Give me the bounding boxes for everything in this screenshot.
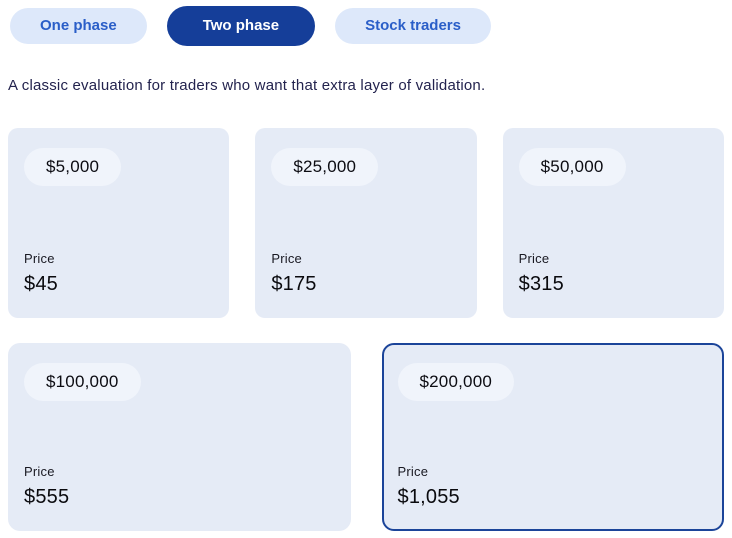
price-value: $45 bbox=[24, 273, 58, 295]
price-block: Price $555 bbox=[24, 464, 335, 509]
price-label: Price bbox=[397, 464, 429, 479]
plan-card-5k[interactable]: $5,000 Price $45 bbox=[8, 128, 230, 318]
plan-card-100k[interactable]: $100,000 Price $555 bbox=[8, 343, 351, 531]
tab-stock-traders[interactable]: Stock traders bbox=[335, 8, 491, 44]
plan-card-200k[interactable]: $200,000 Price $1,055 bbox=[381, 343, 724, 531]
plans-row-1: $5,000 Price $45 $25,000 Price $175 $50,… bbox=[8, 128, 724, 318]
plan-card-25k[interactable]: $25,000 Price $175 bbox=[255, 128, 477, 318]
description-text: A classic evaluation for traders who wan… bbox=[8, 77, 486, 94]
balance-badge: $50,000 bbox=[518, 148, 626, 186]
price-block: Price $45 bbox=[24, 251, 213, 296]
price-label: Price bbox=[271, 251, 302, 266]
balance-badge: $100,000 bbox=[24, 363, 141, 401]
price-label: Price bbox=[518, 251, 550, 266]
price-block: Price $315 bbox=[519, 251, 708, 296]
price-value: $1,055 bbox=[397, 486, 460, 508]
tab-two-phase[interactable]: Two phase bbox=[166, 6, 316, 46]
price-label: Price bbox=[24, 464, 55, 479]
tab-one-phase[interactable]: One phase bbox=[10, 8, 147, 44]
plans-row-2: $100,000 Price $555 $200,000 Price $1,05… bbox=[8, 343, 724, 531]
price-value: $175 bbox=[271, 273, 317, 295]
price-value: $555 bbox=[24, 486, 70, 508]
balance-badge: $200,000 bbox=[397, 363, 515, 401]
balance-badge: $25,000 bbox=[271, 148, 379, 186]
price-block: Price $1,055 bbox=[398, 464, 709, 509]
balance-badge: $5,000 bbox=[24, 148, 122, 186]
phase-tabs: One phase Two phase Stock traders bbox=[10, 6, 724, 46]
price-label: Price bbox=[24, 251, 55, 266]
price-value: $315 bbox=[518, 273, 564, 295]
plan-card-50k[interactable]: $50,000 Price $315 bbox=[502, 128, 724, 318]
price-block: Price $175 bbox=[271, 251, 460, 296]
